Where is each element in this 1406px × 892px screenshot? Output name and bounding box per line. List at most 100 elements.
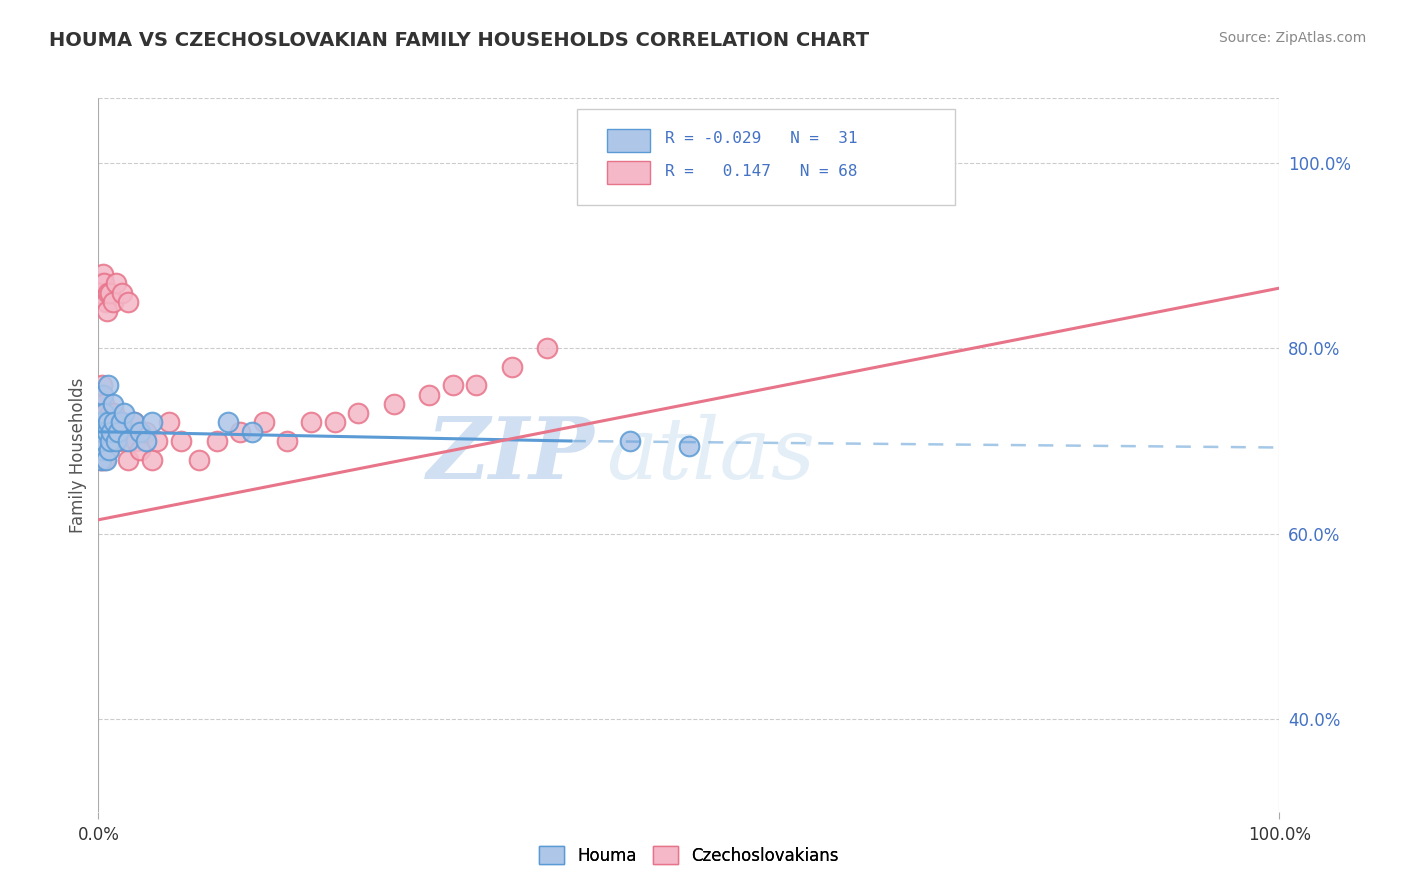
Point — [94, 406, 117, 420]
Point — [678, 439, 700, 453]
Legend: Houma, Czechoslovakians: Houma, Czechoslovakians — [531, 839, 846, 871]
Point — [418, 387, 440, 401]
Point — [97, 443, 120, 458]
Point — [97, 285, 120, 300]
Point — [108, 425, 131, 439]
Point — [122, 416, 145, 430]
Point — [98, 425, 121, 439]
Point — [91, 387, 114, 401]
Point — [347, 406, 370, 420]
Point — [101, 397, 124, 411]
Point — [117, 452, 139, 467]
Point — [100, 416, 122, 430]
Point — [91, 443, 114, 458]
Point — [96, 304, 118, 318]
Point — [141, 416, 163, 430]
Point — [96, 425, 118, 439]
Point — [111, 416, 134, 430]
Point — [96, 434, 118, 448]
Point — [112, 406, 135, 420]
Point — [91, 277, 114, 291]
Point — [97, 378, 120, 392]
Point — [128, 443, 150, 458]
Point — [382, 397, 405, 411]
Point — [89, 434, 111, 448]
Point — [93, 434, 115, 448]
Point — [91, 443, 114, 458]
Point — [94, 452, 117, 467]
Point — [465, 378, 488, 392]
Point — [105, 416, 128, 430]
Point — [619, 434, 641, 448]
Point — [105, 434, 128, 448]
Point — [125, 434, 148, 448]
Point — [276, 434, 298, 448]
Point — [128, 425, 150, 439]
FancyBboxPatch shape — [607, 129, 650, 152]
Point — [98, 406, 121, 420]
Point — [229, 425, 252, 439]
Point — [323, 416, 346, 430]
Y-axis label: Family Households: Family Households — [69, 377, 87, 533]
Point — [89, 397, 111, 411]
Point — [90, 434, 112, 448]
Point — [89, 285, 111, 300]
Point — [94, 416, 117, 430]
Point — [93, 425, 115, 439]
Text: Source: ZipAtlas.com: Source: ZipAtlas.com — [1219, 31, 1367, 45]
Point — [141, 452, 163, 467]
Point — [111, 285, 134, 300]
Point — [98, 443, 121, 458]
Text: R =   0.147   N = 68: R = 0.147 N = 68 — [665, 164, 858, 179]
Point — [89, 443, 111, 458]
Point — [98, 434, 121, 448]
Point — [90, 416, 112, 430]
Point — [93, 277, 115, 291]
Point — [146, 434, 169, 448]
Point — [117, 295, 139, 310]
Point — [93, 406, 115, 420]
Point — [90, 285, 112, 300]
Text: R = -0.029   N =  31: R = -0.029 N = 31 — [665, 131, 858, 146]
Text: ZIP: ZIP — [426, 413, 595, 497]
Point — [121, 425, 143, 439]
FancyBboxPatch shape — [576, 109, 955, 205]
Point — [170, 434, 193, 448]
Point — [253, 416, 276, 430]
Point — [135, 434, 157, 448]
Point — [91, 267, 114, 281]
Point — [117, 434, 139, 448]
Point — [100, 425, 122, 439]
Point — [103, 406, 125, 420]
Point — [98, 285, 121, 300]
Point — [112, 434, 135, 448]
Point — [94, 295, 117, 310]
Point — [90, 452, 112, 467]
Point — [240, 425, 263, 439]
Point — [91, 416, 114, 430]
Point — [98, 434, 121, 448]
Point — [101, 295, 124, 310]
Point — [122, 416, 145, 430]
Point — [90, 406, 112, 420]
Point — [101, 434, 124, 448]
Point — [110, 416, 132, 430]
Point — [91, 416, 114, 430]
Point — [97, 416, 120, 430]
Point — [536, 342, 558, 356]
Text: HOUMA VS CZECHOSLOVAKIAN FAMILY HOUSEHOLDS CORRELATION CHART: HOUMA VS CZECHOSLOVAKIAN FAMILY HOUSEHOL… — [49, 31, 869, 50]
Point — [103, 416, 125, 430]
Point — [93, 397, 115, 411]
Point — [217, 416, 239, 430]
FancyBboxPatch shape — [607, 161, 650, 184]
Point — [441, 378, 464, 392]
Point — [135, 425, 157, 439]
Point — [89, 416, 111, 430]
Text: atlas: atlas — [606, 414, 815, 496]
Point — [91, 378, 114, 392]
Point — [91, 387, 114, 401]
Point — [107, 425, 129, 439]
Point — [299, 416, 322, 430]
Point — [97, 416, 120, 430]
Point — [105, 277, 128, 291]
